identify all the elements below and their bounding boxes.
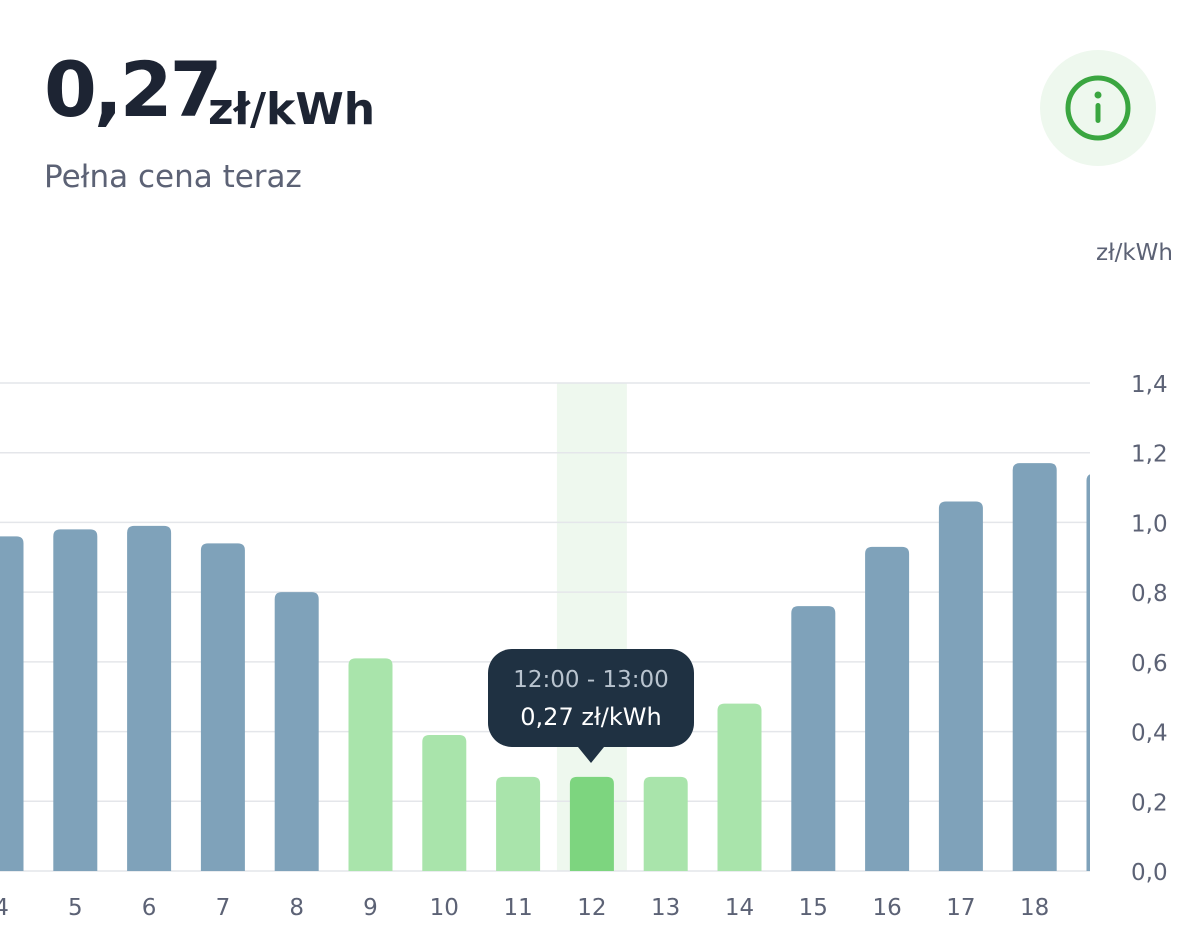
tooltip-time-range: 12:00 - 13:00 <box>513 667 669 693</box>
x-tick-label: 18 <box>1020 895 1049 921</box>
y-axis-unit-label: zł/kWh <box>1096 240 1173 266</box>
bar-hour-18 <box>1012 463 1057 871</box>
bar-hour-9 <box>348 658 393 871</box>
current-price-caption: Pełna cena teraz <box>44 159 302 195</box>
x-tick-label: 11 <box>503 895 532 921</box>
bar-hour-19 <box>1086 474 1090 871</box>
tooltip-price-value: 0,27 zł/kWh <box>520 703 662 731</box>
x-tick-label: 8 <box>289 895 304 921</box>
bar-hour-4 <box>0 536 24 871</box>
x-tick-label: 13 <box>651 895 680 921</box>
x-tick-label: 9 <box>363 895 378 921</box>
bar-hour-10 <box>422 735 467 871</box>
y-tick-label: 0,8 <box>1131 581 1168 607</box>
y-tick-label: 1,0 <box>1131 511 1168 537</box>
x-tick-label: 7 <box>216 895 231 921</box>
current-price-unit: zł/kWh <box>208 84 376 135</box>
x-tick-label: 5 <box>68 895 83 921</box>
x-tick-label: 12 <box>577 895 606 921</box>
x-tick-label: 17 <box>946 895 975 921</box>
x-tick-label: 14 <box>725 895 754 921</box>
x-tick-label: 19 <box>1094 895 1123 921</box>
x-tick-label: 15 <box>799 895 828 921</box>
bar-hour-12 <box>569 776 614 871</box>
bar-hour-15 <box>791 606 836 871</box>
bar-hour-13 <box>643 776 688 871</box>
price-tooltip: 12:00 - 13:00 0,27 zł/kWh <box>488 649 694 763</box>
bar-hour-6 <box>127 525 172 871</box>
bar-hour-7 <box>200 543 245 871</box>
x-tick-label: 10 <box>430 895 459 921</box>
y-tick-label: 0,4 <box>1131 721 1168 747</box>
x-tick-label: 4 <box>0 895 9 921</box>
bar-hour-8 <box>274 592 319 871</box>
info-icon <box>1065 75 1131 141</box>
y-tick-label: 0,0 <box>1131 860 1168 886</box>
y-tick-label: 1,2 <box>1131 442 1168 468</box>
x-tick-label: 16 <box>872 895 901 921</box>
bar-hour-17 <box>938 501 983 871</box>
current-price-value: 0,27 <box>44 45 223 134</box>
bar-hour-11 <box>496 776 541 871</box>
bar-hour-5 <box>53 529 98 871</box>
x-tick-label: 6 <box>142 895 157 921</box>
info-button[interactable] <box>1040 50 1156 166</box>
y-tick-label: 0,6 <box>1131 651 1168 677</box>
bar-hour-14 <box>717 703 762 871</box>
y-tick-label: 1,4 <box>1131 372 1168 398</box>
bar-hour-16 <box>865 546 910 871</box>
y-tick-label: 0,2 <box>1131 790 1168 816</box>
